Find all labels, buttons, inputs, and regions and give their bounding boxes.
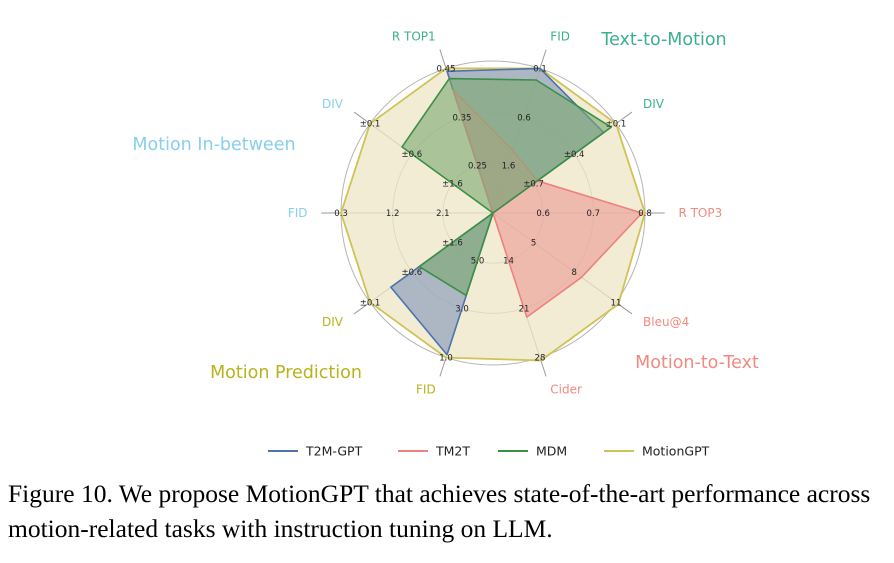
tick-label: ±0.6 <box>402 268 423 278</box>
radar-tick-labels: 0.250.350.451.60.60.1±0.7±0.4±0.10.6 0.7 0… <box>334 64 652 363</box>
legend-label-motiongpt: MotionGPT <box>642 444 710 459</box>
task-label-motion-to-text: Motion-to-Text <box>635 353 759 373</box>
axis-label: FID <box>416 382 436 396</box>
task-label-motion-in-between: Motion In-between <box>132 135 295 155</box>
tick-label: 0.35 <box>453 114 472 124</box>
tick-label: 0.45 <box>437 64 456 74</box>
tick-label: 8 <box>571 268 576 278</box>
tick-label: ±1.6 <box>442 180 463 190</box>
tick-label: 11 <box>611 298 622 308</box>
tick-label: ±0.1 <box>360 298 381 308</box>
legend-label-t2m-gpt: T2M-GPT <box>305 444 363 459</box>
radar-chart: 0.250.350.451.60.60.1±0.7±0.4±0.10.6 0.7 0… <box>132 30 759 459</box>
radar-task-labels: Text-to-Motion Motion-to-Text Motion Predi… <box>132 30 759 383</box>
legend-label-mdm: MDM <box>536 444 567 459</box>
axis-label: FID <box>550 30 570 44</box>
tick-label: 0.8 <box>638 209 652 219</box>
tick-label: ±0.4 <box>564 150 585 160</box>
axis-label: DIV <box>643 97 665 111</box>
task-label-motion-prediction: Motion Prediction <box>210 363 362 383</box>
tick-label: ±0.1 <box>360 120 381 130</box>
tick-label: 0.3 <box>334 209 348 219</box>
tick-label: 28 <box>535 354 546 364</box>
tick-label: 21 <box>519 304 530 314</box>
legend-label-tm2t: TM2T <box>435 444 470 459</box>
tick-label: ±0.1 <box>606 120 627 130</box>
tick-label: 5.0 <box>471 257 485 267</box>
tick-label: ±0.7 <box>523 180 544 190</box>
tick-label: 14 <box>503 257 514 267</box>
series-mdm <box>401 77 612 297</box>
axis-label: Bleu@4 <box>643 315 689 329</box>
tick-label: 0.7 <box>587 209 601 219</box>
tick-label: 0.6 <box>536 209 550 219</box>
figure-caption: Figure 10. We propose MotionGPT that ach… <box>8 479 871 543</box>
tick-label: ±0.6 <box>402 150 423 160</box>
chart-legend: T2M-GPT TM2T MDM MotionGPT <box>268 444 710 459</box>
tick-label: 3.0 <box>455 304 469 314</box>
tick-label: 2.1 <box>436 209 450 219</box>
axis-label: DIV <box>322 97 344 111</box>
tick-label: 0.6 <box>517 114 531 124</box>
tick-label: 1.6 <box>502 161 516 171</box>
task-label-text-to-motion: Text-to-Motion <box>600 30 726 50</box>
radar-axis-labels: R TOP1 FID DIV R TOP3 Bleu@4 Cider FID DIV FID DI… <box>288 30 722 397</box>
tick-label: 1.0 <box>439 354 453 364</box>
tick-label: 1.2 <box>386 209 400 219</box>
tick-label: 0.25 <box>468 161 487 171</box>
tick-label: 0.1 <box>533 64 547 74</box>
axis-label: R TOP3 <box>678 206 722 220</box>
tick-label: 5 <box>531 238 536 248</box>
axis-label: Cider <box>550 382 582 396</box>
axis-label: FID <box>288 206 308 220</box>
axis-label: DIV <box>322 315 344 329</box>
tick-label: ±1.6 <box>442 238 463 248</box>
axis-label: R TOP1 <box>392 30 436 44</box>
radar-series <box>340 67 646 362</box>
